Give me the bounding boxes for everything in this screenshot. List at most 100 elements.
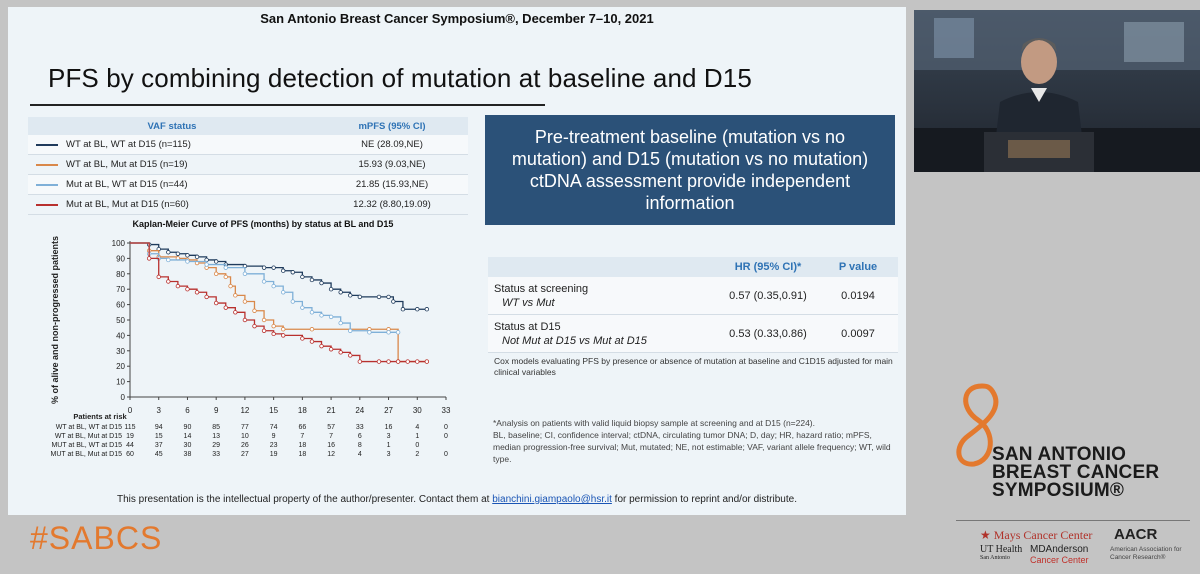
risk-value: 15 bbox=[155, 433, 163, 440]
x-tick-label: 3 bbox=[157, 406, 162, 415]
legend-swatch bbox=[36, 143, 58, 146]
y-tick-label: 70 bbox=[116, 285, 125, 294]
censor-mark bbox=[424, 307, 430, 312]
footnote-abbreviations: BL, baseline; CI, confidence interval; c… bbox=[493, 430, 891, 464]
censor-mark bbox=[415, 307, 420, 312]
y-tick-label: 30 bbox=[116, 347, 125, 356]
x-tick-label: 6 bbox=[185, 406, 190, 415]
x-tick-label: 30 bbox=[413, 406, 422, 415]
censor-mark bbox=[290, 270, 295, 275]
risk-row-name: MUT at BL, WT at D15 bbox=[51, 442, 122, 449]
risk-value: 26 bbox=[241, 442, 249, 449]
x-tick-label: 9 bbox=[214, 406, 219, 415]
censor-mark bbox=[281, 290, 286, 295]
risk-value: 37 bbox=[155, 442, 163, 449]
hr-value: 0.57 (0.35,0.91) bbox=[729, 289, 807, 302]
censor-mark bbox=[281, 333, 286, 338]
risk-value: 12 bbox=[327, 451, 335, 458]
table-row: WT at BL, Mut at D15 (n=19) 15.93 (9.03,N… bbox=[28, 155, 468, 175]
km-series-line bbox=[130, 242, 427, 363]
censor-mark bbox=[261, 265, 267, 270]
mpfs-value: 12.32 (8.80,19.09) bbox=[353, 199, 431, 210]
hr-row-label: Status at screening bbox=[494, 282, 589, 295]
censor-mark bbox=[395, 359, 401, 364]
x-tick-label: 27 bbox=[384, 406, 393, 415]
hazard-ratio-table: HR (95% CI)* P value Status at screening… bbox=[488, 257, 898, 378]
censor-mark bbox=[252, 323, 257, 329]
censor-mark bbox=[166, 279, 171, 284]
censor-mark bbox=[386, 294, 391, 300]
risk-value: 18 bbox=[298, 451, 306, 458]
risk-value: 90 bbox=[184, 424, 192, 431]
censor-mark bbox=[357, 359, 363, 364]
censor-mark bbox=[223, 274, 228, 280]
risk-value: 3 bbox=[387, 433, 391, 440]
risk-value: 0 bbox=[415, 442, 419, 449]
risk-value: 0 bbox=[444, 424, 448, 431]
title-underline bbox=[30, 104, 545, 106]
risk-value: 0 bbox=[444, 433, 448, 440]
censor-mark bbox=[271, 323, 276, 329]
risk-value: 85 bbox=[212, 424, 220, 431]
y-tick-label: 40 bbox=[116, 331, 125, 340]
censor-mark bbox=[309, 310, 315, 315]
censor-mark bbox=[146, 256, 152, 261]
risk-value: 60 bbox=[126, 451, 134, 458]
censor-mark bbox=[319, 313, 324, 318]
censor-mark bbox=[271, 331, 276, 337]
censor-mark bbox=[156, 274, 161, 280]
presentation-slide: San Antonio Breast Cancer Symposium®, De… bbox=[8, 7, 906, 515]
legend-label: Mut at BL, WT at D15 (n=44) bbox=[66, 179, 188, 190]
key-finding-callout: Pre-treatment baseline (mutation vs no m… bbox=[485, 115, 895, 225]
symposium-header: San Antonio Breast Cancer Symposium®, De… bbox=[260, 11, 654, 26]
censor-mark bbox=[395, 330, 401, 335]
risk-value: 33 bbox=[356, 424, 364, 431]
risk-row-name: MUT at BL, Mut at D15 bbox=[51, 451, 123, 458]
chart-title: Kaplan-Meier Curve of PFS (months) by st… bbox=[133, 219, 394, 229]
mpfs-value: NE (28.09,NE) bbox=[361, 139, 423, 150]
logo-line-3: SYMPOSIUM® bbox=[992, 480, 1125, 501]
risk-row-name: WT at BL, WT at D15 bbox=[56, 424, 122, 431]
censor-mark bbox=[204, 262, 209, 267]
y-tick-label: 100 bbox=[112, 239, 126, 248]
censor-mark bbox=[386, 359, 391, 364]
sabcs-ribbon-logo bbox=[956, 383, 999, 467]
risk-value: 6 bbox=[358, 433, 362, 440]
censor-mark bbox=[271, 283, 276, 289]
vaf-header-mpfs: mPFS (95% CI) bbox=[358, 120, 426, 132]
ip-notice-text-end: for permission to reprint and/or distrib… bbox=[614, 494, 797, 505]
x-tick-label: 12 bbox=[240, 406, 249, 415]
ip-notice: This presentation is the intellectual pr… bbox=[8, 494, 906, 505]
hr-header-p: P value bbox=[838, 261, 878, 273]
x-tick-label: 24 bbox=[355, 406, 364, 415]
p-value: 0.0097 bbox=[841, 327, 875, 340]
cox-model-note: Cox models evaluating PFS by presence or… bbox=[494, 356, 893, 377]
censor-mark bbox=[319, 343, 324, 349]
censor-mark bbox=[338, 350, 343, 355]
hr-table-header: HR (95% CI)* P value bbox=[488, 257, 898, 277]
censor-mark bbox=[300, 336, 305, 341]
speaker-video bbox=[914, 10, 1200, 172]
censor-mark bbox=[338, 320, 343, 326]
censor-mark bbox=[281, 268, 286, 273]
risk-value: 8 bbox=[358, 442, 362, 449]
censor-mark bbox=[166, 257, 171, 263]
hashtag: #SABCS bbox=[30, 520, 163, 556]
risk-value: 2 bbox=[415, 451, 419, 458]
contact-email-link[interactable]: bianchini.giampaolo@hsr.it bbox=[492, 494, 612, 505]
censor-mark bbox=[213, 259, 219, 264]
km-chart: Kaplan-Meier Curve of PFS (months) by st… bbox=[50, 219, 451, 458]
y-tick-label: 50 bbox=[116, 316, 125, 325]
y-axis-label: % of alive and non-progressed patients bbox=[50, 236, 60, 404]
risk-row-name: WT at BL, Mut at D15 bbox=[55, 433, 122, 440]
censor-mark bbox=[242, 271, 248, 276]
risk-value: 7 bbox=[300, 433, 304, 440]
risk-value: 19 bbox=[270, 451, 278, 458]
risk-value: 115 bbox=[124, 424, 135, 431]
mdanderson-logo: MDAnderson Cancer Center bbox=[1030, 544, 1089, 565]
censor-mark bbox=[328, 314, 334, 320]
aacr-logo: AACR bbox=[1114, 526, 1158, 543]
risk-value: 74 bbox=[270, 424, 278, 431]
censor-mark bbox=[175, 283, 181, 289]
risk-value: 13 bbox=[212, 433, 220, 440]
